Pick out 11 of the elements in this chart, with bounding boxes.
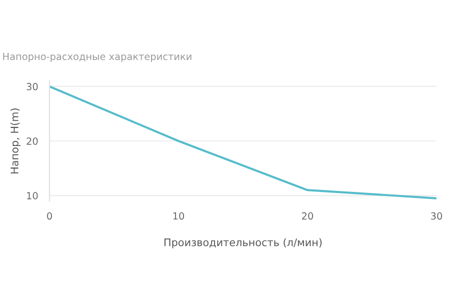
x-tick-label: 10 bbox=[173, 212, 184, 220]
x-tick-label: 0 bbox=[47, 212, 52, 220]
y-tick-label: 30 bbox=[26, 82, 38, 90]
y-tick-label: 20 bbox=[26, 137, 38, 145]
x-tick-label: 30 bbox=[431, 212, 442, 220]
y-axis-title: Напор, H(m) bbox=[10, 108, 20, 174]
y-tick-label: 10 bbox=[27, 192, 38, 200]
chart-title: Напорно-расходные характеристики bbox=[3, 52, 192, 62]
line-series bbox=[50, 85, 436, 200]
x-axis-title: Производительность (л/мин) bbox=[164, 238, 322, 248]
x-tick-label: 20 bbox=[302, 212, 314, 220]
